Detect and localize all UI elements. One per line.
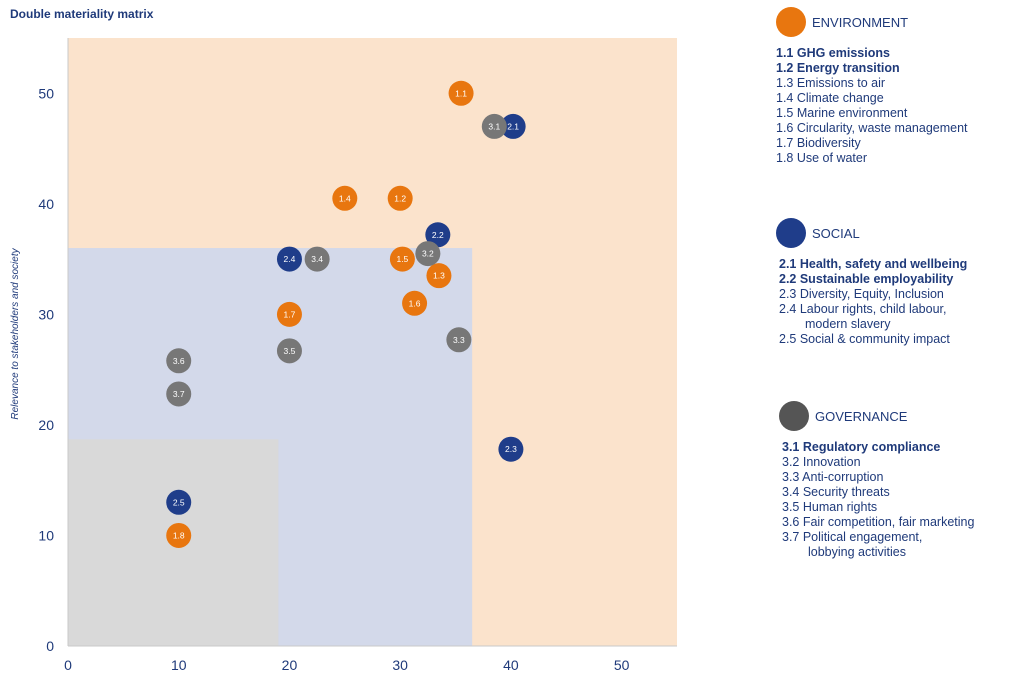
data-point [166,489,192,515]
x-tick-label: 20 [282,657,298,673]
legend-item: 3.6 Fair competition, fair marketing [782,515,975,529]
legend-title: SOCIAL [812,225,860,241]
data-label: 3.6 [173,356,185,366]
data-point [426,263,452,289]
data-point [425,222,451,248]
materiality-chart: 0 10 20 30 40 50 0 10 20 30 40 50 Relevance to stake… [10,38,677,673]
data-point [402,290,428,316]
legend-governance: GOVERNANCE 3.1 Regulatory compliance 3.2 … [779,400,1019,560]
data-label: 2.1 [507,121,519,131]
legend-environment: ENVIRONMENT 1.1 GHG emissions 1.2 Energy … [776,6,1016,166]
data-point [166,522,192,548]
y-tick-label: 30 [38,306,54,322]
data-label: 3.2 [422,249,434,259]
data-point [332,185,358,211]
legend-item: 2.3 Diversity, Equity, Inclusion [779,287,944,301]
data-point [389,246,415,272]
data-point [304,246,330,272]
legend-item: 3.1 Regulatory compliance [782,440,941,454]
data-point [448,80,474,106]
legend-item: 2.2 Sustainable employability [779,272,954,286]
legend-item: 1.5 Marine environment [776,106,908,120]
legend-item: 1.7 Biodiversity [776,136,861,150]
y-axis-label: Relevance to stakeholders and society [10,247,21,419]
y-tick-label: 50 [38,85,54,101]
data-point [387,185,413,211]
y-tick-label: 0 [46,638,54,654]
data-label: 2.3 [505,444,517,454]
y-tick-label: 20 [38,417,54,433]
legend-item: 1.3 Emissions to air [776,76,886,90]
legend-item: 1.2 Energy transition [776,61,900,75]
data-point [166,348,192,374]
legend-item: 3.7 Political engagement, lobbying activi… [782,530,923,559]
legend-title: ENVIRONMENT [812,14,909,30]
legend-items: 3.1 Regulatory compliance 3.2 Innovation 3… [779,440,1019,560]
data-label: 3.4 [311,254,323,264]
legend-item: 3.3 Anti-corruption [782,470,884,484]
legend-item: 1.8 Use of water [776,151,868,165]
data-label: 2.4 [284,254,296,264]
environment-dot-icon [776,7,806,37]
legend-item: 2.1 Health, safety and wellbeing [779,257,968,271]
data-label: 1.8 [173,530,185,540]
legend-item: 1.6 Circularity, waste management [776,121,968,135]
data-label: 2.5 [173,497,185,507]
legend-items: 1.1 GHG emissions 1.2 Energy transition 1.… [776,46,1016,166]
x-tick-label: 10 [171,657,187,673]
data-point [446,327,472,353]
data-label: 1.4 [339,193,351,203]
data-point [500,113,526,139]
data-label: 3.1 [488,121,500,131]
legend-item: 3.4 Security threats [782,485,890,499]
data-point [166,381,192,407]
legend-item: 3.5 Human rights [782,500,878,514]
data-label: 2.2 [432,230,444,240]
data-label: 3.5 [284,346,296,356]
data-label: 1.1 [455,88,467,98]
legend-title: GOVERNANCE [815,408,908,424]
data-label: 1.3 [433,271,445,281]
data-point [415,241,441,267]
data-label: 1.6 [409,298,421,308]
data-label: 3.7 [173,389,185,399]
data-label: 1.5 [396,254,408,264]
x-tick-label: 50 [614,657,630,673]
chart-title: Double materiality matrix [10,7,154,21]
data-point [481,113,507,139]
legend-item: 1.4 Climate change [776,91,884,105]
legend-item: 3.2 Innovation [782,455,861,469]
data-label: 3.3 [453,335,465,345]
x-tick-label: 40 [503,657,519,673]
legend-item: 1.1 GHG emissions [776,46,890,60]
y-tick-label: 10 [38,527,54,543]
governance-dot-icon [779,401,809,431]
data-point [276,246,302,272]
data-point [498,436,524,462]
x-tick-label: 0 [64,657,72,673]
data-label: 1.2 [394,193,406,203]
y-tick-label: 40 [38,196,54,212]
social-dot-icon [776,218,806,248]
legend-items: 2.1 Health, safety and wellbeing 2.2 Sust… [776,257,1016,347]
x-tick-label: 30 [392,657,408,673]
legend-item: 2.5 Social & community impact [779,332,950,346]
data-point [276,301,302,327]
legend-social: SOCIAL 2.1 Health, safety and wellbeing 2… [776,217,1016,347]
data-label: 1.7 [284,309,296,319]
data-point [276,338,302,364]
legend-item: 2.4 Labour rights, child labour, modern s… [779,302,947,331]
